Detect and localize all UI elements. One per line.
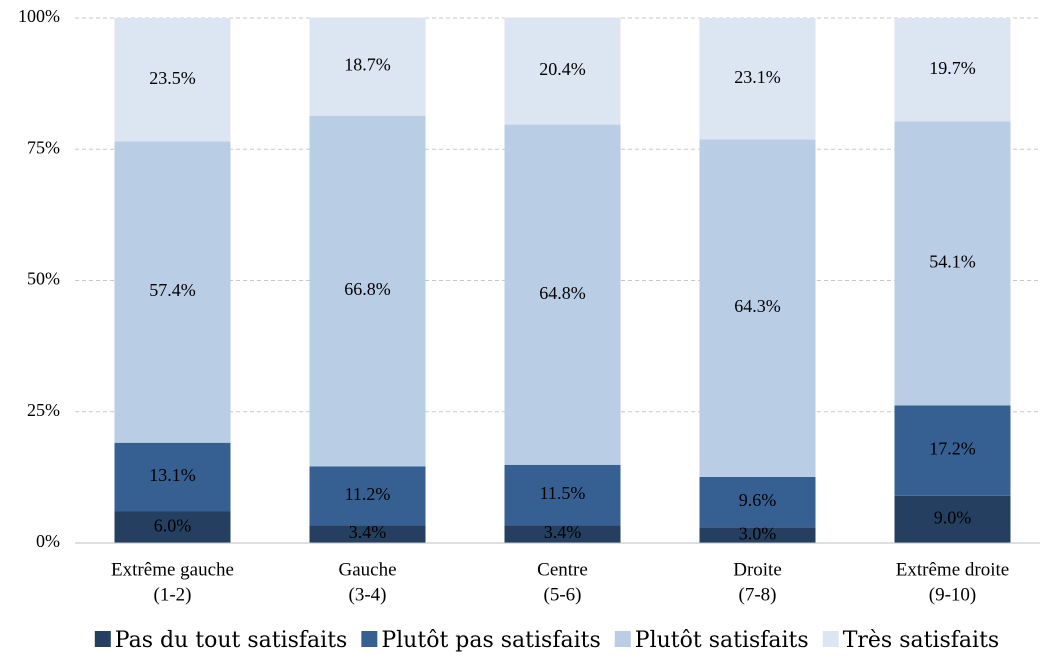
y-tick-label: 75% xyxy=(27,137,60,157)
bar-segment xyxy=(699,139,816,477)
bar-segment xyxy=(699,476,816,528)
bar-segment xyxy=(894,121,1011,406)
bar-segment xyxy=(114,442,231,512)
x-tick-label: (5-6) xyxy=(544,584,582,605)
value-label: 3.0% xyxy=(739,523,777,543)
value-label: 11.5% xyxy=(540,483,586,503)
legend-label: Très satisfaits xyxy=(843,628,1000,653)
legend-swatch xyxy=(822,631,839,647)
bar-segment xyxy=(114,18,231,142)
legend-label: Plutôt satisfaits xyxy=(635,628,809,653)
bar-segment xyxy=(699,527,816,543)
value-label: 17.2% xyxy=(929,439,976,459)
x-tick-label: (9-10) xyxy=(929,584,976,605)
value-label: 54.1% xyxy=(929,252,976,272)
y-tick-label: 100% xyxy=(18,6,60,26)
value-label: 18.7% xyxy=(344,55,391,75)
bar-segment xyxy=(699,18,816,140)
x-tick-label: (1-2) xyxy=(154,584,192,605)
value-label: 57.4% xyxy=(149,280,196,300)
value-label: 9.0% xyxy=(934,508,972,528)
value-label: 23.5% xyxy=(149,68,196,88)
value-label: 64.8% xyxy=(539,283,586,303)
legend-label: Plutôt pas satisfaits xyxy=(381,628,600,653)
x-tick-label: Gauche xyxy=(338,559,396,580)
value-label: 9.6% xyxy=(739,490,777,510)
x-tick-label: (3-4) xyxy=(349,584,387,605)
bar-segment xyxy=(504,124,621,465)
legend-swatch xyxy=(361,631,378,647)
x-tick-label: Extrême gauche xyxy=(111,559,234,580)
y-tick-label: 0% xyxy=(36,531,60,551)
legend-label: Pas du tout satisfaits xyxy=(115,628,348,653)
y-tick-label: 25% xyxy=(27,400,60,420)
bar-segment xyxy=(309,115,426,467)
bar-segment xyxy=(504,17,621,125)
bar-segment xyxy=(114,511,231,543)
value-label: 3.4% xyxy=(349,522,387,542)
x-tick-label: (7-8) xyxy=(739,584,777,605)
value-label: 64.3% xyxy=(734,296,781,316)
bar-segment xyxy=(504,464,621,526)
value-label: 3.4% xyxy=(544,522,582,542)
value-label: 66.8% xyxy=(344,279,391,299)
legend-swatch xyxy=(94,631,111,647)
bar-segment xyxy=(114,141,231,443)
bar-segment xyxy=(894,18,1011,122)
bar-segment xyxy=(894,495,1011,543)
value-label: 19.7% xyxy=(929,58,976,78)
bar-segment xyxy=(309,17,426,116)
x-tick-label: Extrême droite xyxy=(896,559,1009,580)
bar-segment xyxy=(309,466,426,526)
bar-segment xyxy=(894,405,1011,496)
value-label: 23.1% xyxy=(734,67,781,87)
value-label: 20.4% xyxy=(539,59,586,79)
x-tick-label: Droite xyxy=(733,559,782,580)
y-tick-label: 50% xyxy=(27,269,60,289)
value-label: 11.2% xyxy=(345,484,391,504)
value-label: 13.1% xyxy=(149,465,196,485)
bar-segment xyxy=(309,525,426,543)
x-tick-label: Centre xyxy=(537,559,588,580)
bar-segment xyxy=(504,525,621,543)
value-label: 6.0% xyxy=(154,515,192,535)
legend-swatch xyxy=(614,631,631,647)
